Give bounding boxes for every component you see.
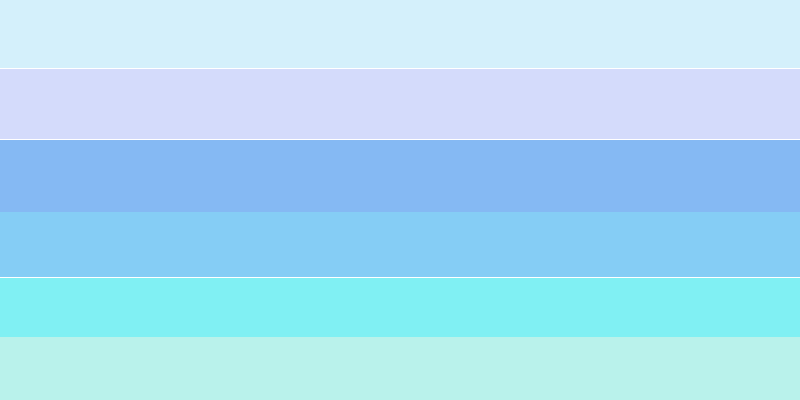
stripe-4	[0, 212, 800, 277]
stripe-5	[0, 278, 800, 337]
stripe-1	[0, 0, 800, 68]
stripe-6	[0, 337, 800, 400]
stripe-2	[0, 69, 800, 139]
stripe-3	[0, 140, 800, 212]
